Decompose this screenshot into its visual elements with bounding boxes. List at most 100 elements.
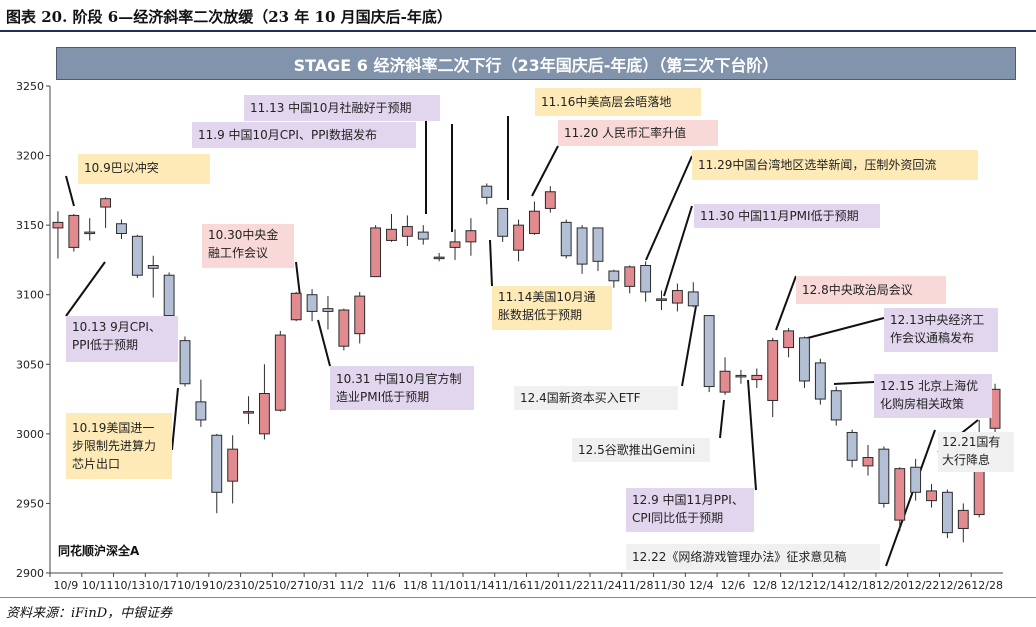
candle-body — [354, 295, 366, 335]
candle — [163, 272, 175, 323]
x-tick-label: 12/26 — [939, 579, 971, 592]
candle-body — [830, 390, 842, 421]
y-tick-label: 3150 — [16, 219, 44, 232]
candles — [52, 183, 1001, 543]
candle — [529, 201, 540, 235]
candle-body — [243, 411, 254, 414]
candle-body — [640, 264, 652, 293]
annotation-12-8: 12.8中央政治局会议 — [796, 276, 946, 304]
x-tick-label: 11/2 — [339, 579, 364, 592]
candle — [370, 225, 382, 278]
x-tick-label: 12/20 — [876, 579, 908, 592]
annotation-11-13: 11.13 中国10月社融好于预期 — [244, 95, 440, 121]
candle-body — [894, 468, 906, 521]
source-rule — [0, 597, 1036, 598]
x-tick-label: 10/31 — [304, 579, 336, 592]
candle-body — [116, 223, 127, 234]
candle-body — [195, 401, 207, 421]
annotation-11-29: 11.29中国台湾地区选举新闻，压制外资回流 — [692, 150, 978, 180]
annotation-11-9: 11.9 中国10月CPI、PPI数据发布 — [192, 122, 416, 148]
index-name: 同花顺沪深全A — [58, 544, 140, 558]
candle-body — [703, 315, 715, 388]
x-tick-label: 10/23 — [209, 579, 241, 592]
candle — [703, 315, 715, 393]
candle-body — [624, 266, 636, 287]
x-tick-label: 12/8 — [752, 579, 777, 592]
candle — [338, 308, 350, 351]
candle — [306, 289, 318, 322]
candle — [894, 467, 906, 532]
annotation-12-22: 12.22《网络游戏管理办法》征求意见稿 — [626, 544, 880, 570]
x-tick-label: 11/24 — [590, 579, 622, 592]
candle-body — [846, 431, 858, 461]
candle-body — [783, 330, 794, 349]
candle-body — [513, 224, 524, 251]
annotation-leader — [663, 205, 693, 297]
annotation-12-9: 12.9 中国11月PPI、CPI同比低于预期 — [626, 488, 754, 532]
x-tick-label: 10/19 — [177, 579, 209, 592]
candle-body — [68, 214, 80, 248]
candle — [957, 503, 969, 543]
annotation-11-20: 11.20 人民币汇率升值 — [558, 120, 718, 146]
annotation-leader — [645, 155, 693, 261]
candle-body — [751, 374, 763, 381]
candle — [433, 252, 445, 262]
candle-body — [941, 491, 953, 534]
candle — [751, 368, 763, 388]
x-tick-label: 12/18 — [844, 579, 876, 592]
candle-body — [767, 340, 779, 401]
annotation-leader — [65, 261, 106, 317]
candle — [513, 219, 524, 262]
candle — [862, 444, 874, 476]
candle-body — [592, 227, 604, 262]
candle — [465, 218, 477, 256]
x-tick-label: 10/17 — [145, 579, 177, 592]
x-tick-label: 12/28 — [971, 579, 1003, 592]
candle — [560, 219, 572, 259]
x-tick-label: 11/30 — [654, 579, 686, 592]
candle-body — [465, 230, 477, 243]
candle-body — [84, 231, 96, 235]
candle — [449, 229, 461, 260]
candle-body — [433, 256, 445, 260]
candle-body — [529, 210, 540, 234]
y-tick-label: 3050 — [16, 358, 44, 371]
candle-body — [322, 308, 334, 312]
candle — [243, 396, 254, 425]
candle — [195, 379, 207, 427]
candle — [227, 435, 239, 504]
candle — [687, 282, 699, 308]
candle — [941, 489, 953, 539]
x-tick-label: 11/8 — [403, 579, 428, 592]
candle — [84, 218, 96, 241]
annotation-10-9: 10.9巴以冲突 — [78, 154, 210, 184]
annotation-12-4: 12.4国新资本买入ETF — [514, 386, 678, 410]
candle — [878, 446, 890, 508]
candle — [846, 429, 858, 468]
annotation-leader — [885, 429, 936, 567]
annotation-leader — [775, 275, 797, 331]
candle — [179, 336, 191, 387]
x-tick-label: 10/9 — [54, 579, 79, 592]
candle — [211, 433, 223, 514]
y-tick-label: 3100 — [16, 289, 44, 302]
x-tick-label: 11/22 — [558, 579, 590, 592]
candle-body — [401, 226, 413, 237]
candle — [417, 225, 429, 245]
x-tick-label: 11/16 — [495, 579, 527, 592]
candle-body — [656, 298, 667, 301]
candle — [322, 296, 334, 330]
candle-body — [274, 334, 286, 411]
y-tick-label: 2900 — [16, 567, 44, 580]
candle-body — [926, 490, 937, 502]
candle-body — [227, 448, 239, 482]
candle-body — [957, 509, 969, 529]
candle-body — [671, 290, 683, 304]
candle — [719, 357, 731, 395]
candle — [767, 337, 779, 418]
x-tick-label: 11/28 — [622, 579, 654, 592]
candle — [608, 269, 620, 288]
y-tick-label: 3000 — [16, 428, 44, 441]
